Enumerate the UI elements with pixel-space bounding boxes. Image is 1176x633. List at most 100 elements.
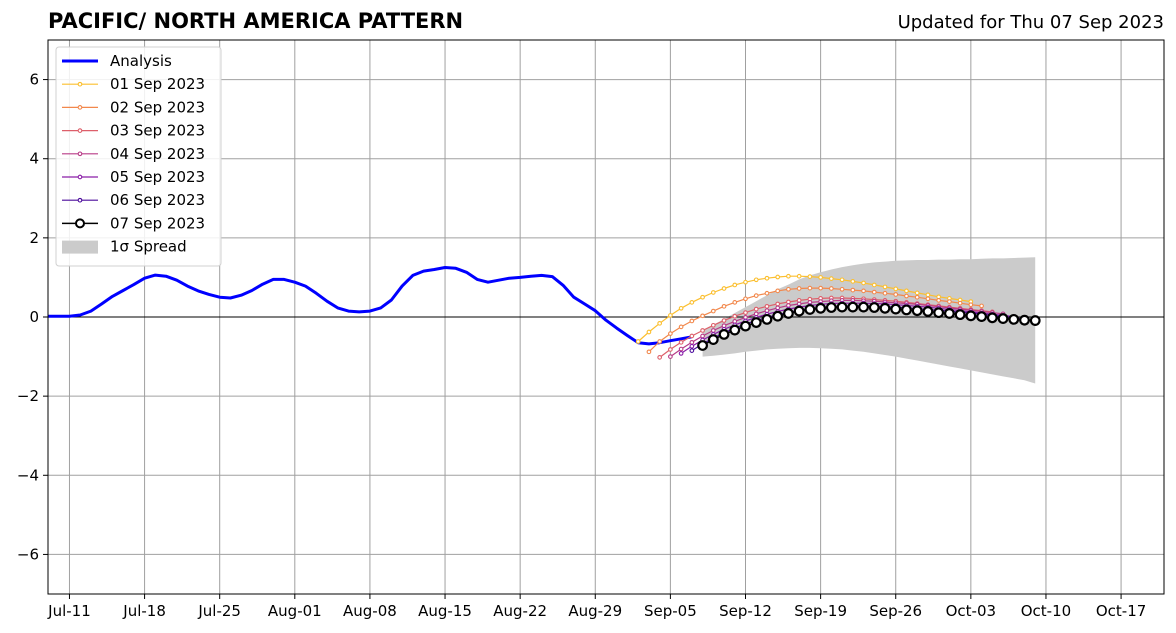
- data-point: [721, 318, 727, 323]
- legend-item: 01 Sep 2023: [62, 75, 205, 93]
- data-point: [668, 347, 673, 352]
- data-point: [700, 333, 705, 339]
- series-02-sep-2023: [646, 285, 984, 355]
- spread-band: [702, 257, 1036, 384]
- data-point: [968, 302, 974, 308]
- data-point: [828, 276, 834, 281]
- data-point: [689, 343, 695, 349]
- x-tick-label: Sep-12: [719, 602, 772, 620]
- y-tick-label: −6: [17, 545, 39, 563]
- data-point: [718, 329, 730, 340]
- data-point: [871, 282, 877, 288]
- x-tick-label: Aug-15: [418, 602, 472, 620]
- data-point: [707, 334, 719, 345]
- x-tick-label: Sep-19: [794, 602, 847, 620]
- data-point: [847, 301, 859, 313]
- data-point: [783, 308, 794, 319]
- data-point: [775, 288, 781, 294]
- legend-marker: [77, 197, 83, 203]
- data-point: [796, 273, 802, 279]
- data-point: [764, 275, 770, 281]
- data-point: [678, 351, 684, 356]
- data-point: [668, 313, 673, 318]
- data-point: [901, 304, 912, 316]
- data-point: [868, 302, 880, 313]
- data-point: [914, 290, 920, 296]
- data-point: [997, 313, 1009, 324]
- legend-marker: [77, 128, 83, 133]
- y-tick-label: −4: [17, 466, 39, 484]
- data-point: [850, 287, 856, 293]
- legend-marker: [77, 81, 83, 87]
- data-point: [839, 286, 845, 292]
- axes-layer: Jul-11 Jul-18 Jul-25 Aug-01 Aug-08 Aug-15 Aug-…: [17, 39, 1165, 620]
- x-tick-label: Aug-08: [343, 602, 397, 620]
- data-point: [796, 286, 802, 291]
- x-tick-label: Aug-01: [268, 602, 322, 620]
- legend-marker: [77, 151, 83, 157]
- data-point: [689, 333, 695, 339]
- data-point: [700, 294, 705, 300]
- legend-item: 03 Sep 2023: [62, 122, 205, 140]
- data-point: [861, 280, 866, 286]
- x-tick-label: Oct-03: [946, 602, 996, 620]
- data-point: [753, 306, 759, 312]
- data-point: [861, 288, 866, 294]
- data-point: [721, 303, 727, 309]
- data-point: [710, 290, 716, 295]
- legend-label: 06 Sep 2023: [110, 191, 205, 209]
- x-tick-label: Sep-05: [644, 602, 697, 620]
- data-point: [657, 339, 663, 344]
- x-tick-label: Aug-22: [493, 602, 547, 620]
- x-tick-label: Oct-10: [1021, 602, 1071, 620]
- data-point: [954, 309, 966, 321]
- data-point: [786, 286, 791, 292]
- data-point: [732, 300, 738, 305]
- data-point: [986, 312, 998, 324]
- data-point: [689, 318, 695, 324]
- y-tick-label: 0: [29, 308, 39, 326]
- x-tick-label: Aug-29: [568, 602, 622, 620]
- legend-item: 05 Sep 2023: [62, 168, 205, 186]
- data-point: [904, 293, 909, 299]
- series-01-sep-2023: [635, 273, 974, 344]
- data-point: [657, 320, 663, 326]
- data-point: [743, 310, 748, 315]
- x-tick-label: Jul-11: [47, 602, 91, 620]
- data-point: [740, 320, 751, 332]
- legend: Analysis 01 Sep 2023 02 Sep 2023 03 Sep 202…: [55, 46, 222, 267]
- legend-label: 01 Sep 2023: [110, 75, 205, 93]
- data-point: [893, 286, 899, 292]
- data-point: [689, 300, 695, 305]
- legend-item: Analysis: [62, 52, 172, 70]
- data-point: [732, 282, 738, 288]
- data-point: [786, 273, 791, 279]
- data-point: [743, 296, 748, 302]
- data-point: [933, 307, 945, 319]
- data-point: [979, 303, 984, 309]
- data-point: [678, 324, 684, 330]
- data-point: [1008, 313, 1020, 325]
- data-point: [700, 328, 705, 333]
- data-point: [732, 313, 738, 319]
- spread-layer: [702, 257, 1036, 384]
- legend-swatch: [62, 240, 98, 254]
- y-tick-label: 2: [29, 229, 39, 247]
- data-point: [925, 292, 931, 298]
- data-point: [668, 354, 673, 359]
- data-point: [965, 310, 977, 322]
- data-point: [911, 305, 923, 317]
- data-point: [828, 286, 834, 291]
- data-point: [764, 290, 770, 296]
- data-point: [871, 289, 877, 295]
- legend-item: 04 Sep 2023: [62, 145, 205, 163]
- data-point: [793, 305, 805, 317]
- data-point: [678, 305, 684, 311]
- plot-frame: [47, 39, 1165, 595]
- legend-item: 1σ Spread: [62, 238, 187, 256]
- data-point: [775, 274, 781, 280]
- legend-label: 04 Sep 2023: [110, 145, 205, 163]
- legend-item: 02 Sep 2023: [62, 98, 205, 116]
- legend-item: 07 Sep 2023: [62, 214, 205, 232]
